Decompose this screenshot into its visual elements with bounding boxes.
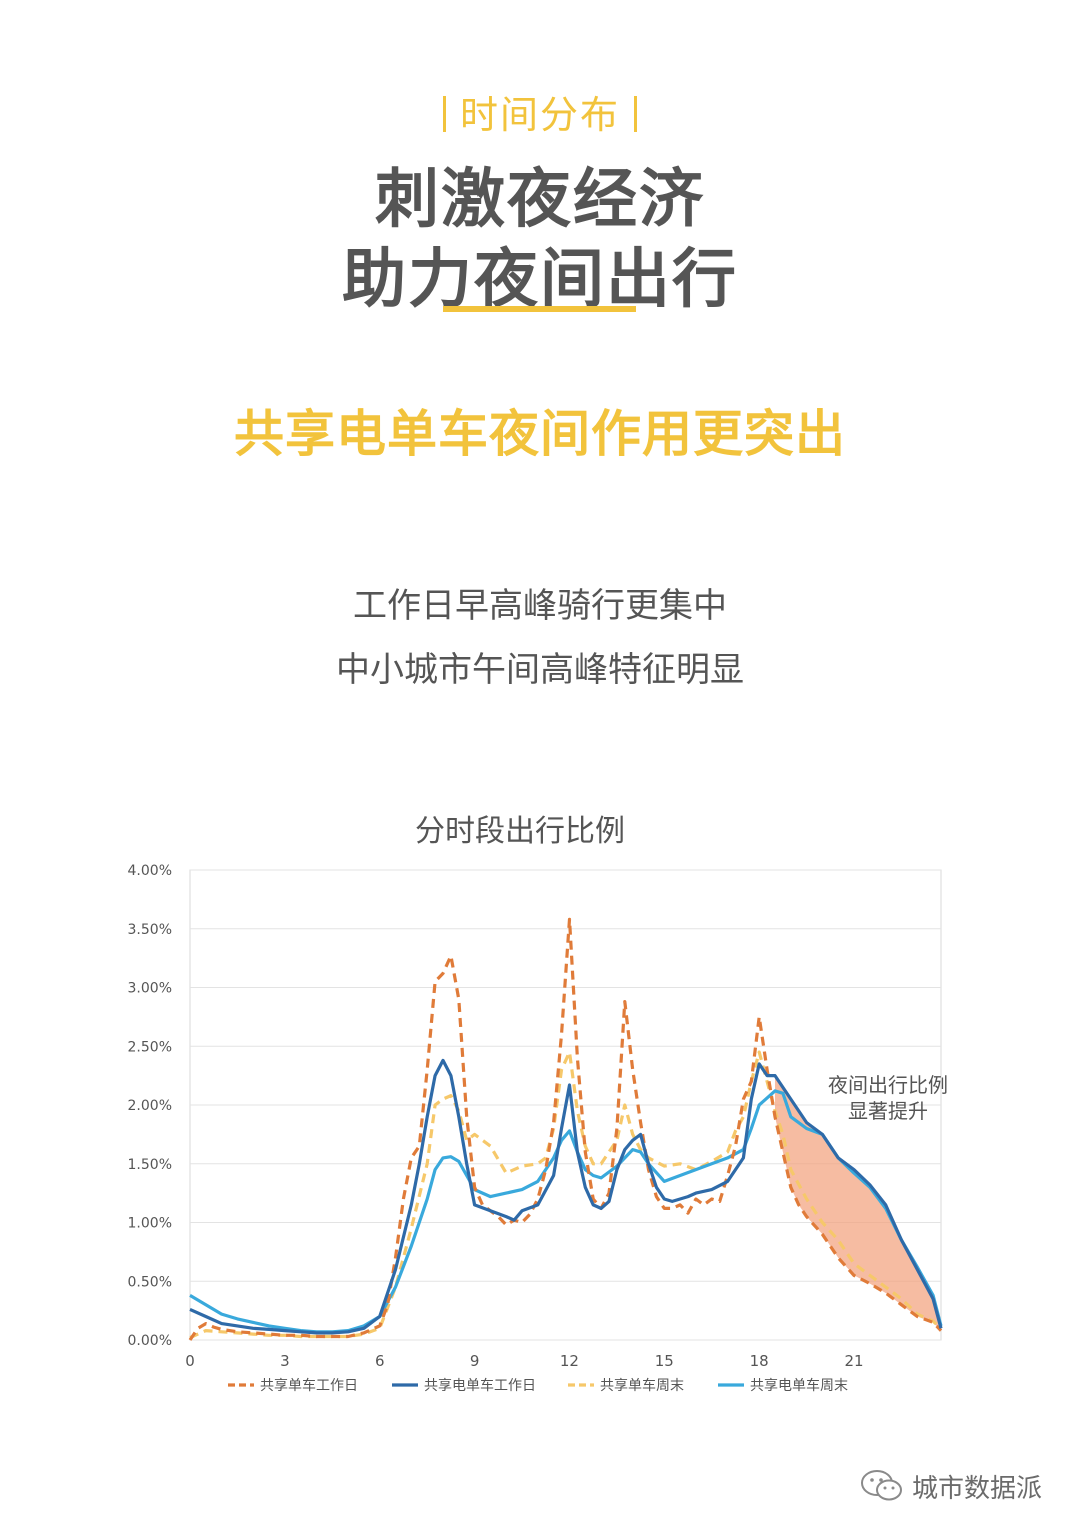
description-line-1: 工作日早高峰骑行更集中	[353, 586, 727, 626]
x-tick-label: 3	[280, 1352, 290, 1370]
description-line-2: 中小城市午间高峰特征明显	[336, 650, 744, 690]
wechat-icon	[861, 1470, 902, 1501]
x-tick-label: 9	[470, 1352, 480, 1370]
watermark-text: 城市数据派	[912, 1473, 1043, 1504]
watermark: 城市数据派	[860, 1466, 1060, 1506]
section-tag-text: 时间分布	[459, 93, 620, 137]
y-tick-label: 0.50%	[128, 1274, 172, 1290]
night-annotation-line-2: 显著提升	[848, 1099, 928, 1123]
y-tick-label: 2.00%	[128, 1098, 172, 1114]
tag-left-bar	[442, 96, 446, 132]
series-line-1	[189, 1058, 943, 1335]
chart-grid	[189, 869, 942, 1341]
y-tick-label: 3.00%	[128, 981, 172, 997]
x-axis-ticks: 0 3 6 9 12 15 18 21	[185, 1352, 863, 1370]
line-chart: 0.00% 0.50% 1.00% 1.50% 2.00% 2.50% 3.00% 3.50%…	[128, 863, 948, 1394]
night-band	[774, 1075, 941, 1331]
subheadline: 共享电单车夜间作用更突出	[234, 405, 846, 463]
headline-line-1: 刺激夜经济	[375, 163, 705, 237]
y-tick-label: 2.50%	[128, 1039, 172, 1055]
legend-label: 共享电单车周末	[750, 1377, 848, 1394]
y-tick-label: 1.00%	[128, 1216, 172, 1232]
y-tick-label: 3.50%	[128, 922, 172, 938]
y-tick-label: 4.00%	[128, 863, 172, 879]
legend-label: 共享电单车工作日	[424, 1377, 536, 1394]
legend-label: 共享单车工作日	[260, 1377, 358, 1394]
chart-title: 分时段出行比例	[415, 814, 625, 849]
x-tick-label: 15	[655, 1352, 674, 1370]
series-line-0	[188, 917, 943, 1341]
y-tick-label: 0.00%	[128, 1333, 172, 1349]
night-difference-area	[774, 1075, 941, 1331]
chart-legend: 共享单车工作日 共享电单车工作日 共享单车周末 共享电单车周末	[228, 1377, 848, 1394]
section-tag: 时间分布	[0, 84, 1080, 139]
x-tick-label: 21	[844, 1352, 863, 1370]
headline-line-2: 助力夜间出行	[342, 243, 738, 317]
title-underline	[443, 306, 636, 312]
x-tick-label: 12	[560, 1352, 579, 1370]
chart-series	[188, 917, 943, 1341]
x-tick-label: 6	[375, 1352, 385, 1370]
y-tick-label: 1.50%	[128, 1157, 172, 1173]
legend-label: 共享单车周末	[600, 1377, 684, 1394]
tag-right-bar	[634, 96, 637, 132]
x-tick-label: 18	[750, 1352, 769, 1370]
night-annotation-line-1: 夜间出行比例	[828, 1073, 948, 1097]
x-tick-label: 0	[185, 1352, 195, 1370]
y-axis-ticks: 0.00% 0.50% 1.00% 1.50% 2.00% 2.50% 3.00% 3.50%…	[128, 863, 172, 1349]
